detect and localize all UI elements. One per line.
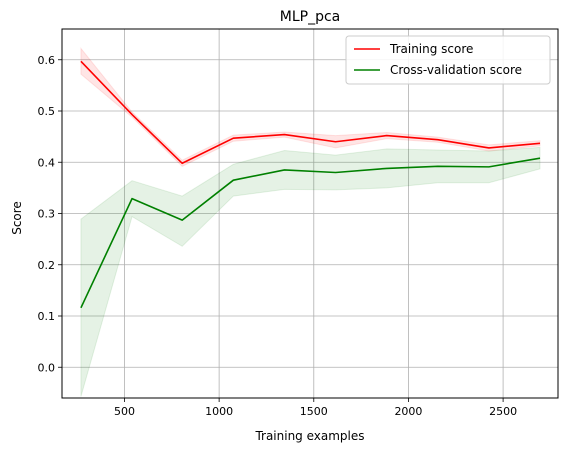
legend: Training score Cross-validation score: [345, 35, 551, 85]
x-tick-label: 500: [114, 405, 135, 418]
x-tick-label: 1000: [205, 405, 233, 418]
x-axis-ticks: 500 1000 1500 2000 2500: [114, 398, 517, 418]
y-tick-label: 0.4: [38, 156, 56, 169]
y-axis-ticks: 0.0 0.1 0.2 0.3 0.4 0.5 0.6: [38, 54, 62, 374]
x-tick-label: 2000: [394, 405, 422, 418]
y-tick-label: 0.2: [38, 259, 56, 272]
y-tick-label: 0.3: [38, 208, 56, 221]
y-tick-label: 0.6: [38, 54, 56, 67]
x-tick-label: 2500: [489, 405, 517, 418]
confidence-band-1: [80, 47, 541, 167]
x-axis-label: Training examples: [254, 429, 364, 443]
y-axis-label: Score: [10, 201, 24, 235]
chart-title: MLP_pca: [280, 9, 340, 25]
y-tick-label: 0.1: [38, 310, 56, 323]
series-line-2: [80, 157, 541, 309]
legend-label: Training score: [389, 42, 473, 56]
legend-label: Cross-validation score: [390, 63, 522, 77]
series-lines: [80, 60, 541, 309]
y-tick-label: 0.0: [38, 361, 56, 374]
x-tick-label: 1500: [300, 405, 328, 418]
y-tick-label: 0.5: [38, 105, 56, 118]
series-line-1: [80, 60, 541, 165]
legend-box: [345, 35, 551, 85]
confidence-band-2: [80, 146, 541, 397]
confidence-bands: [80, 47, 541, 397]
grid-lines: [62, 29, 558, 398]
